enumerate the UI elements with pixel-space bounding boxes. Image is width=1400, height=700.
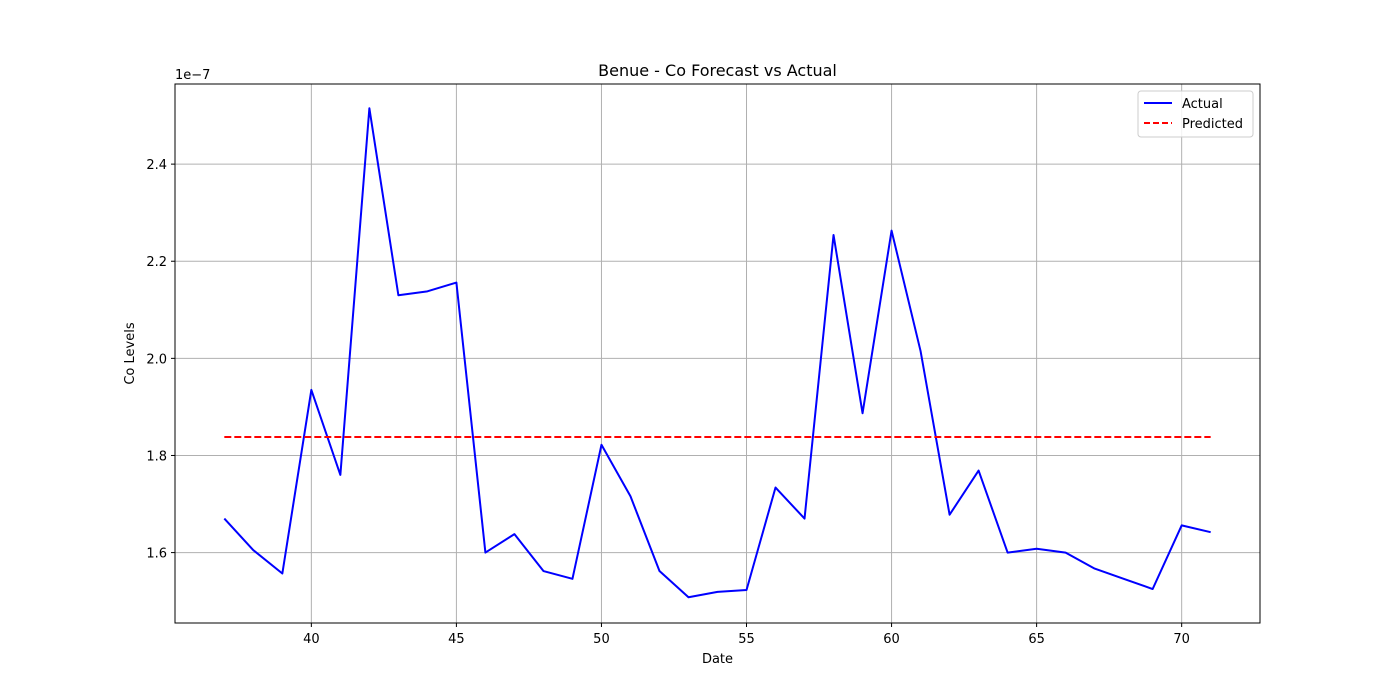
x-tick-label: 45	[448, 632, 465, 647]
series-line-actual	[223, 107, 1211, 599]
legend: Actual Predicted	[1137, 90, 1254, 138]
series-group	[223, 107, 1211, 599]
x-tick-label: 40	[303, 632, 320, 647]
legend-label-predicted: Predicted	[1182, 117, 1243, 132]
y-tick-label: 1.8	[146, 449, 167, 464]
axis-ticks: 40 45 50 55 60 65 70 1.6 1.8 2.0 2.2 2.4	[146, 158, 1190, 647]
chart-title: Benue - Co Forecast vs Actual	[598, 61, 837, 80]
x-tick-label: 60	[883, 632, 900, 647]
x-tick-label: 55	[738, 632, 755, 647]
x-tick-label: 50	[593, 632, 610, 647]
y-tick-label: 2.2	[146, 255, 167, 270]
x-tick-label: 65	[1028, 632, 1045, 647]
y-tick-label: 1.6	[146, 547, 167, 562]
legend-label-actual: Actual	[1182, 97, 1223, 112]
plot-frame	[174, 83, 1261, 624]
y-tick-label: 2.4	[146, 158, 167, 173]
y-tick-label: 2.0	[146, 352, 167, 367]
x-tick-label: 70	[1173, 632, 1190, 647]
y-axis-offset-label: 1e−7	[175, 68, 210, 83]
x-axis-label: Date	[702, 652, 733, 667]
grid	[175, 84, 1260, 623]
y-axis-label: Co Levels	[123, 322, 138, 384]
